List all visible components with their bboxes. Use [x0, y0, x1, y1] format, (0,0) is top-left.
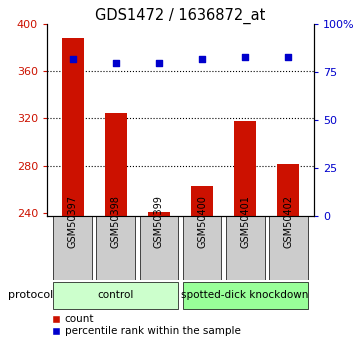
Text: protocol: protocol — [8, 290, 53, 300]
Text: GSM50400: GSM50400 — [197, 196, 207, 248]
Bar — [96, 216, 135, 280]
Bar — [234, 121, 256, 216]
Bar — [140, 216, 178, 280]
Text: GSM50401: GSM50401 — [240, 196, 250, 248]
Bar — [148, 211, 170, 216]
Bar — [278, 165, 299, 216]
Bar — [105, 112, 127, 216]
Bar — [183, 216, 221, 280]
Bar — [53, 282, 178, 309]
Text: control: control — [98, 290, 134, 300]
Point — [199, 56, 205, 61]
Title: GDS1472 / 1636872_at: GDS1472 / 1636872_at — [95, 8, 266, 24]
Text: GSM50402: GSM50402 — [283, 195, 293, 248]
Point — [156, 60, 162, 65]
Text: spotted-dick knockdown: spotted-dick knockdown — [182, 290, 309, 300]
Bar — [53, 216, 92, 280]
Text: GSM50398: GSM50398 — [111, 196, 121, 248]
Point — [242, 54, 248, 60]
Point — [113, 60, 119, 65]
Bar — [62, 38, 83, 216]
Point — [285, 54, 291, 60]
Bar — [191, 186, 213, 216]
Bar — [269, 216, 308, 280]
Text: GSM50399: GSM50399 — [154, 196, 164, 248]
Text: GSM50397: GSM50397 — [68, 195, 78, 248]
Point — [70, 56, 76, 61]
Bar — [226, 216, 265, 280]
Legend: count, percentile rank within the sample: count, percentile rank within the sample — [52, 314, 240, 336]
Bar — [183, 282, 308, 309]
